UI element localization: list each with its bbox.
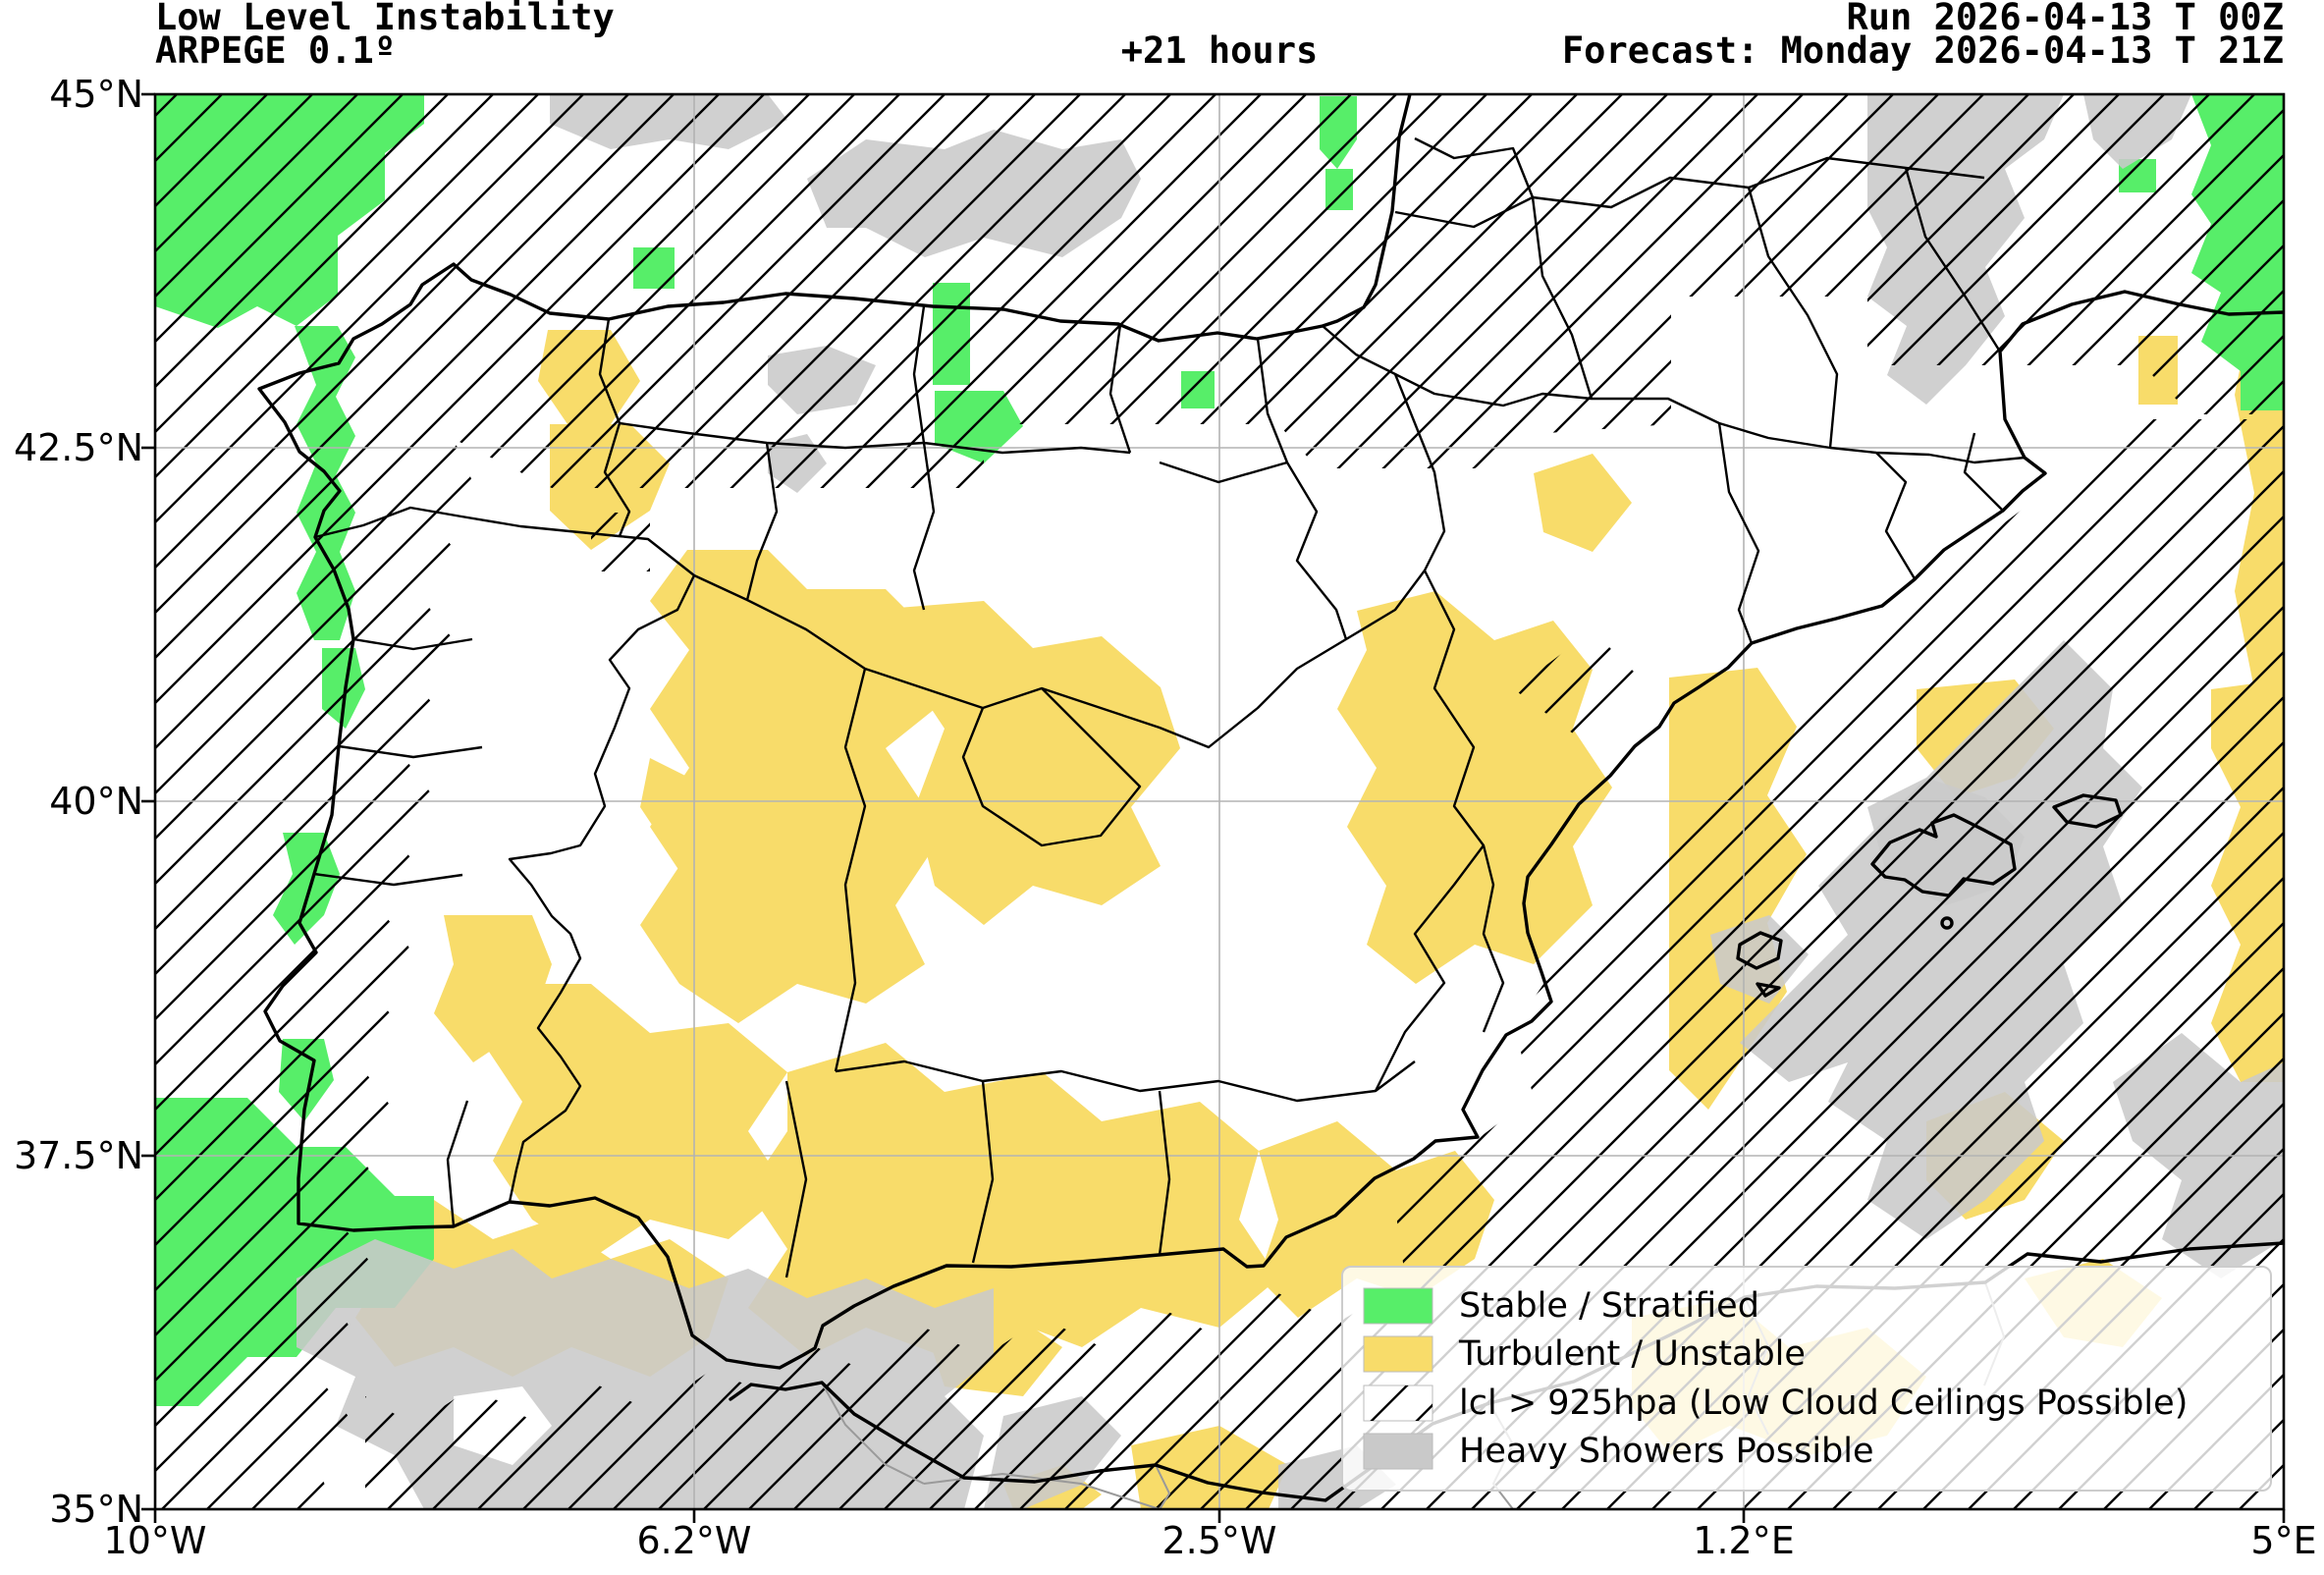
legend-label-lcl: lcl > 925hpa (Low Cloud Ceilings Possibl…	[1459, 1383, 2189, 1423]
stable-swatch-icon	[1363, 1287, 1433, 1325]
run-label: Run 2026-04-13 T 00Z	[1846, 0, 2284, 38]
coastline-iberia	[257, 94, 2284, 1370]
turbulent-swatch-icon	[1363, 1335, 1433, 1373]
lcl-hatch-swatch-icon	[1363, 1385, 1433, 1422]
coastline-cabrera	[1940, 916, 1954, 930]
legend-label-showers: Heavy Showers Possible	[1459, 1432, 1874, 1472]
ytick-42-5n: 42.5°N	[13, 426, 143, 469]
showers-swatch-icon	[1363, 1433, 1433, 1470]
xtick-1-2e: 1.2°E	[1693, 1519, 1795, 1562]
coastline-menorca	[2052, 793, 2123, 829]
lead-time-label: +21 hours	[1120, 29, 1319, 72]
legend-label-turbulent: Turbulent / Unstable	[1459, 1334, 1806, 1375]
ytick-40n: 40°N	[49, 780, 143, 823]
forecast-label: Forecast: Monday 2026-04-13 T 21Z	[1561, 29, 2284, 72]
legend-item-stable: Stable / Stratified	[1363, 1281, 2250, 1331]
coastline-formentera	[1756, 982, 1781, 998]
legend: Stable / Stratified Turbulent / Unstable…	[1341, 1266, 2272, 1492]
legend-item-lcl: lcl > 925hpa (Low Cloud Ceilings Possibl…	[1363, 1379, 2250, 1428]
coastline-mallorca	[1870, 813, 2017, 897]
ytick-45n: 45°N	[49, 73, 143, 116]
admin-borders	[313, 136, 2026, 1278]
legend-item-turbulent: Turbulent / Unstable	[1363, 1331, 2250, 1380]
legend-label-stable: Stable / Stratified	[1459, 1285, 1759, 1326]
xtick-2-5w: 2.5°W	[1162, 1519, 1277, 1562]
ytick-35n: 35°N	[49, 1488, 143, 1531]
axis-ticks	[141, 92, 2286, 1523]
ytick-37-5n: 37.5°N	[13, 1134, 143, 1177]
coastline-ibiza	[1736, 931, 1783, 970]
xtick-10w: 10°W	[103, 1519, 207, 1562]
map-title: Low Level Instability	[155, 0, 615, 38]
xtick-6-2w: 6.2°W	[636, 1519, 752, 1562]
legend-item-showers: Heavy Showers Possible	[1363, 1428, 2250, 1477]
xtick-5e: 5°E	[2250, 1519, 2317, 1562]
model-label: ARPEGE 0.1º	[155, 29, 397, 72]
